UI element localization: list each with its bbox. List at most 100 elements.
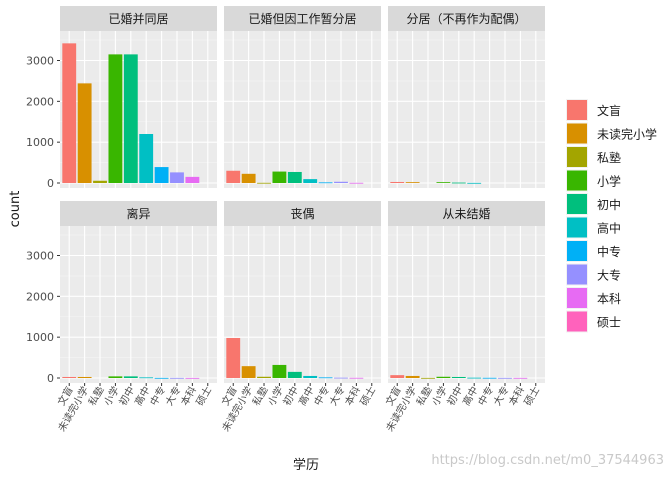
bar: [93, 180, 107, 183]
bar: [451, 182, 466, 184]
facet-title: 丧偶: [290, 207, 314, 221]
bar: [257, 182, 271, 184]
x-tick-label: 高中: [296, 384, 317, 408]
bar: [154, 167, 169, 183]
bar: [334, 181, 348, 183]
bar: [318, 182, 333, 184]
bar: [349, 182, 364, 184]
bar: [108, 376, 123, 378]
bar: [513, 377, 528, 379]
legend-key: [567, 264, 587, 285]
bar: [241, 366, 256, 378]
bar: [467, 377, 482, 379]
bar: [226, 170, 241, 183]
legend-key: [567, 194, 587, 214]
legend-label: 高中: [597, 221, 621, 236]
x-tick-label: 私塾: [413, 384, 434, 408]
x-tick-label: 本科: [178, 384, 199, 408]
x-tick-label: 小学: [265, 384, 286, 408]
bar: [390, 181, 405, 183]
x-tick-label: 高中: [460, 384, 481, 408]
bar: [77, 376, 92, 378]
facet-panel: 已婚并同居 0 1000 2000 3000: [26, 6, 217, 190]
bar: [272, 364, 287, 378]
bar: [257, 376, 271, 378]
legend-key: [567, 217, 587, 238]
x-tick-label: 小学: [101, 384, 122, 408]
y-tick-label: 3000: [26, 250, 54, 263]
bar: [241, 173, 256, 183]
facet-panel: 已婚但因工作暂分居: [224, 6, 381, 188]
legend-key: [567, 147, 587, 167]
legend-key: [567, 311, 587, 332]
bar: [303, 375, 318, 378]
facet-strip: [224, 6, 381, 31]
facet-title: 已婚并同居: [108, 12, 168, 26]
bar: [123, 54, 138, 183]
x-tick-label: 初中: [444, 384, 465, 408]
x-tick-label: 本科: [506, 384, 527, 408]
bar: [62, 43, 77, 183]
legend-label: 中专: [597, 244, 621, 259]
bar: [62, 376, 77, 378]
x-tick-label: 中专: [147, 384, 168, 408]
y-tick-label: 1000: [26, 331, 54, 344]
facet-title: 分居（不再作为配偶）: [406, 12, 526, 26]
y-tick-label: 1000: [26, 136, 54, 149]
legend-label: 硕士: [597, 316, 621, 330]
y-tick-label: 2000: [26, 290, 54, 303]
bar: [139, 377, 154, 379]
y-tick-label: 2000: [26, 95, 54, 108]
x-tick-label: 大专: [162, 384, 183, 408]
x-tick-label: 本科: [342, 384, 363, 408]
y-tick-label: 0: [47, 372, 54, 385]
bar: [185, 377, 200, 379]
legend-key: [567, 100, 587, 120]
bar: [170, 377, 184, 379]
x-tick-label: 中专: [311, 384, 332, 408]
legend-label: 未读完小学: [597, 127, 657, 142]
legend-key: [567, 123, 587, 144]
facet-panel: 分居（不再作为配偶）: [388, 6, 545, 188]
x-tick-label: 私塾: [85, 384, 106, 408]
facet-strip: [388, 201, 545, 226]
bar: [272, 171, 287, 183]
bar: [185, 176, 200, 183]
plot-background: [388, 226, 545, 383]
bar: [139, 134, 154, 183]
y-tick-label: 0: [47, 177, 54, 190]
x-tick-label: 大专: [490, 384, 511, 408]
bar: [77, 83, 92, 183]
bar: [226, 337, 241, 378]
legend-label: 大专: [597, 268, 621, 283]
watermark: https://blog.csdn.net/m0_37544963: [431, 453, 664, 468]
bar: [421, 377, 435, 379]
bar: [349, 377, 364, 379]
plot-background: [224, 31, 381, 188]
x-tick-label: 硕士: [521, 384, 542, 408]
bar: [436, 182, 451, 183]
bar: [498, 377, 512, 379]
bar: [436, 376, 451, 378]
facet-strip: [224, 201, 381, 226]
x-tick-label: 私塾: [249, 384, 270, 408]
legend-label: 小学: [597, 174, 621, 189]
legend-label: 文盲: [597, 103, 621, 118]
bar: [405, 375, 420, 378]
facet-title: 从未结婚: [442, 207, 490, 221]
bar: [123, 376, 138, 378]
x-tick-label: 高中: [132, 384, 153, 408]
x-tick-label: 初中: [280, 384, 301, 408]
legend-key: [567, 170, 587, 191]
legend-key: [567, 241, 587, 261]
plot-background: [224, 226, 381, 383]
bar: [390, 375, 405, 378]
bar: [482, 377, 497, 379]
bar: [287, 171, 302, 183]
legend-key: [567, 288, 587, 308]
x-tick-label: 中专: [475, 384, 496, 408]
legend-label: 本科: [597, 292, 621, 306]
